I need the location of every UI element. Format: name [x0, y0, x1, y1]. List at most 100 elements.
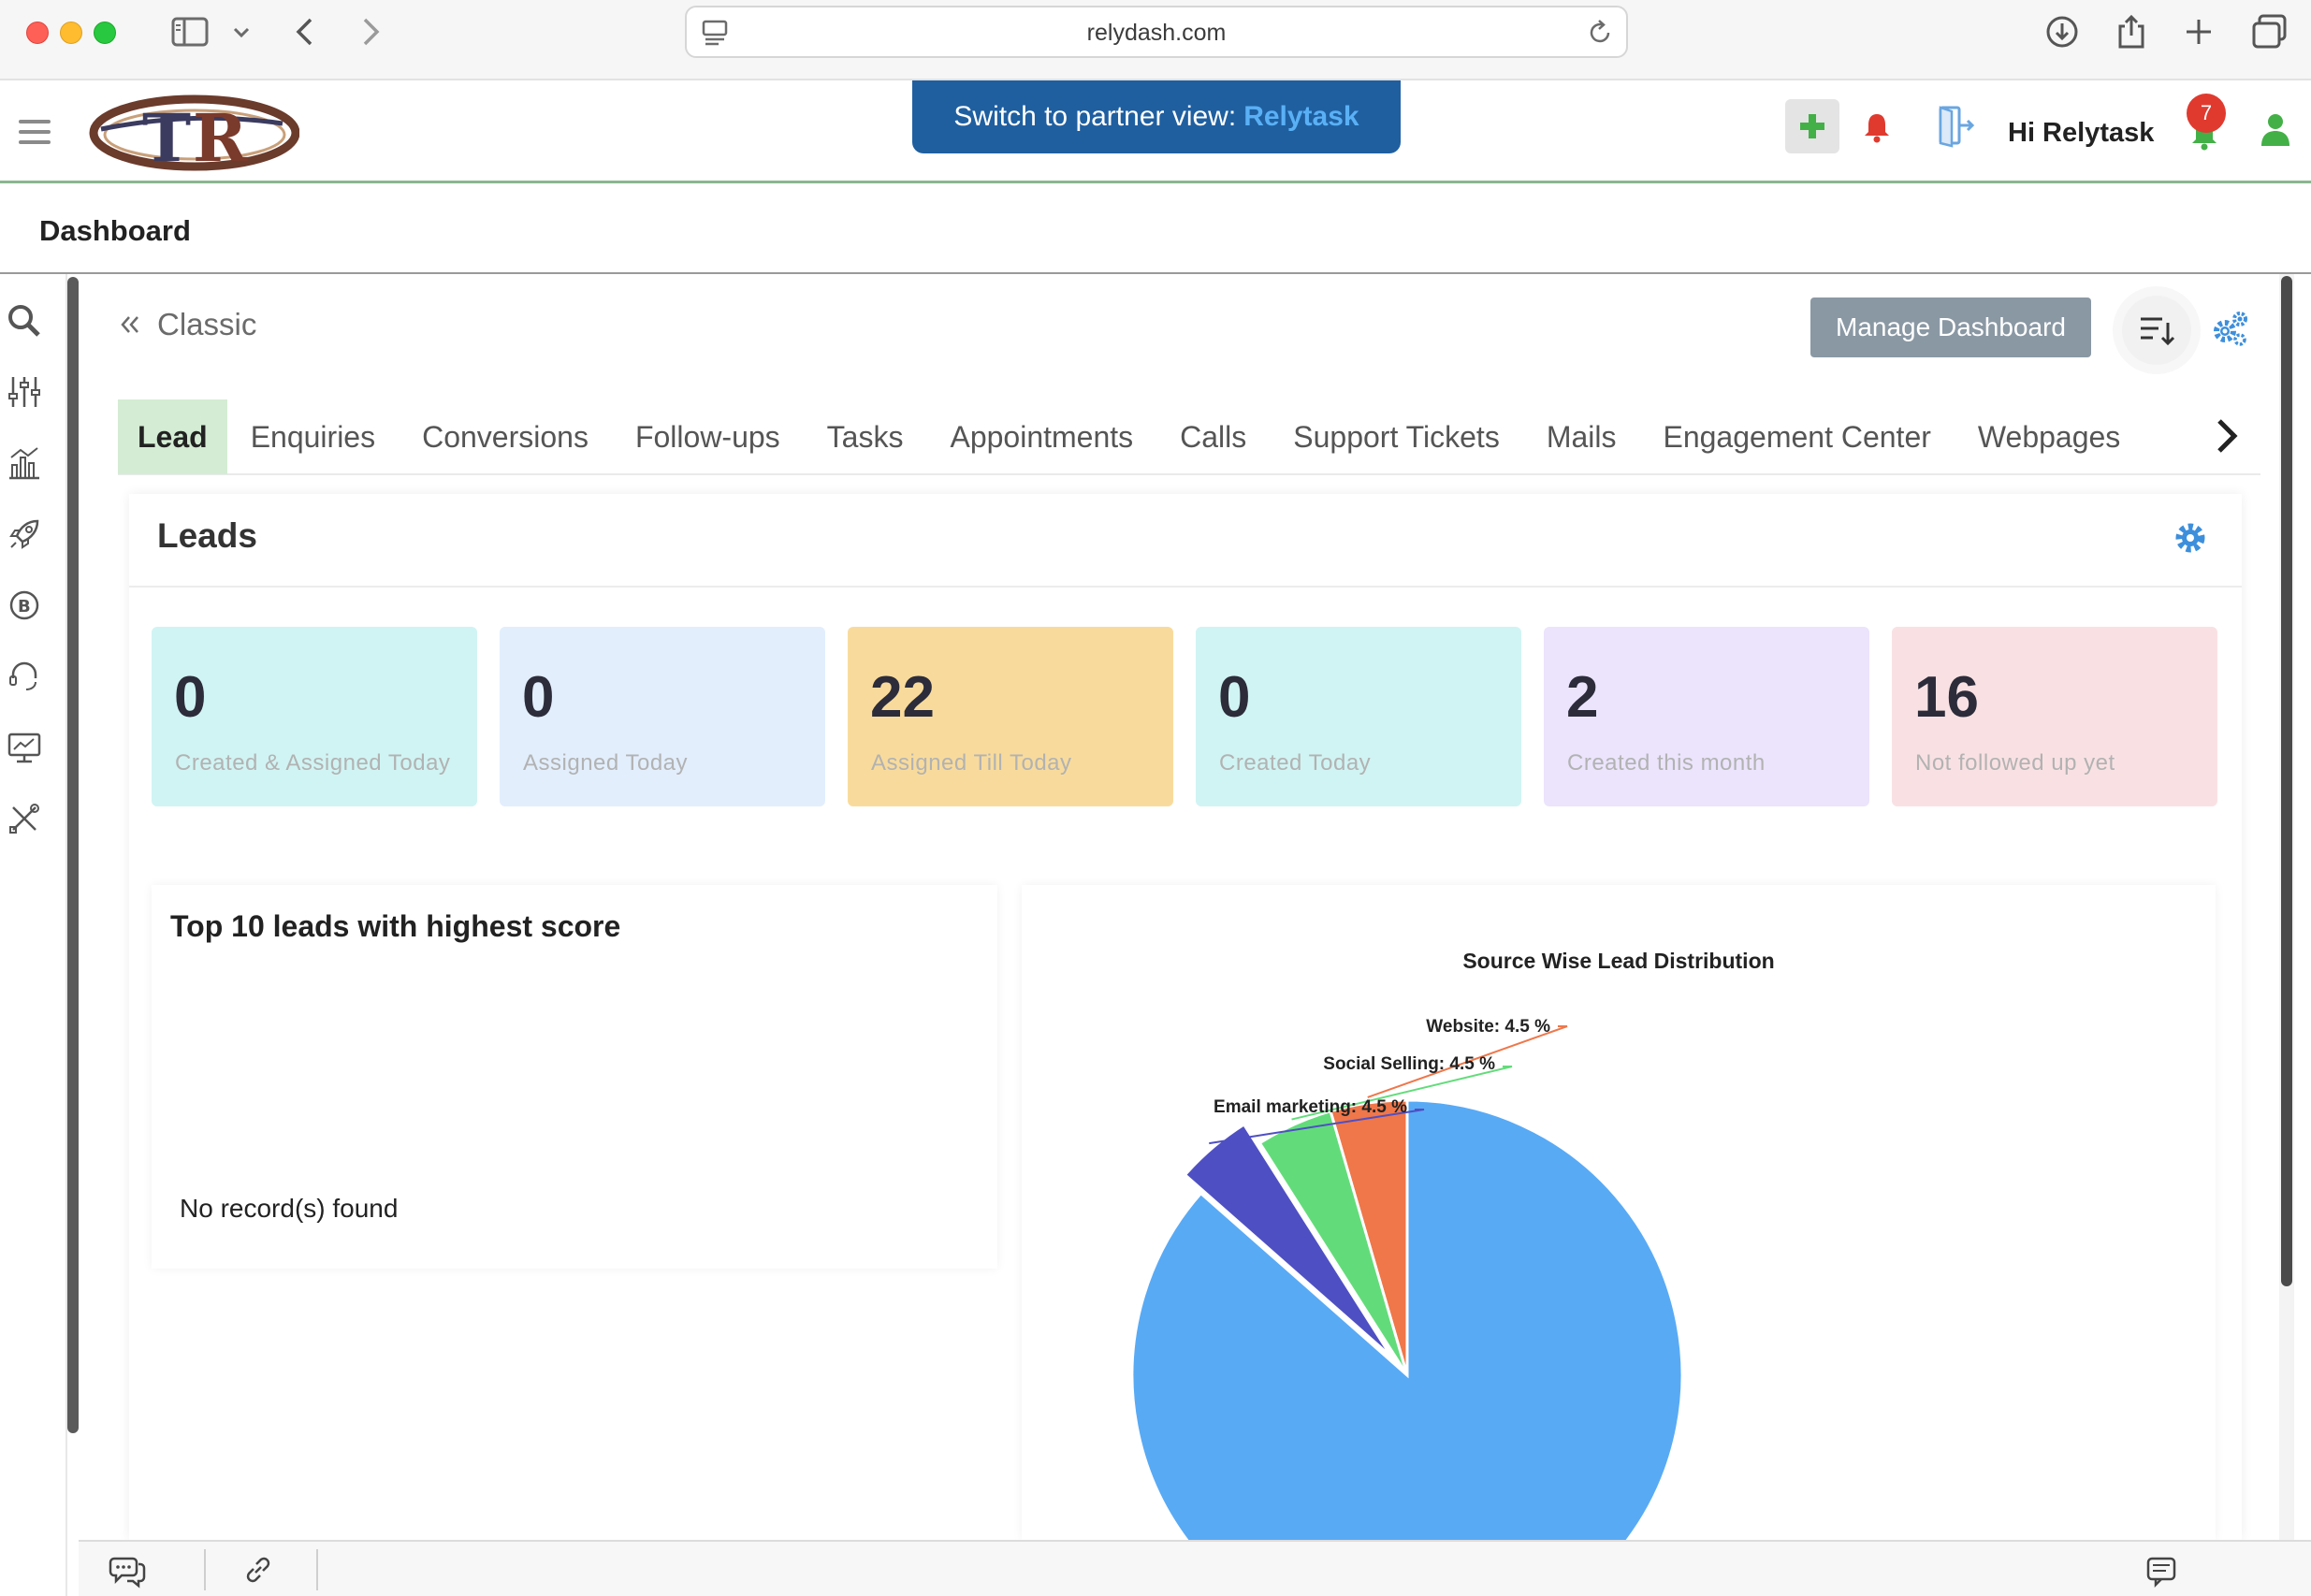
alert-bell-icon[interactable]: [1858, 109, 1896, 146]
tab-tasks[interactable]: Tasks: [826, 419, 904, 454]
double-chevron-left-icon: [121, 316, 138, 333]
site-settings-icon[interactable]: [700, 17, 730, 49]
rocket-icon[interactable]: [6, 515, 43, 553]
stat-value: 22: [870, 665, 935, 730]
partner-name: Relytask: [1243, 101, 1359, 132]
dashboard-tabs: Lead Enquiries Conversions Follow-ups Ta…: [118, 399, 2260, 475]
view-label: Classic: [157, 307, 257, 341]
tab-overview-icon[interactable]: [2251, 11, 2289, 52]
link-icon[interactable]: [240, 1551, 277, 1589]
tab-appointments[interactable]: Appointments: [950, 419, 1134, 454]
stat-value: 0: [522, 665, 555, 730]
sidebar-toggle-icon[interactable]: [170, 11, 210, 52]
pie-leader-line-1: [1291, 1066, 1513, 1121]
zoom-window-button[interactable]: [94, 22, 116, 44]
chevron-down-icon[interactable]: [230, 11, 253, 52]
pie-label-1: Social Selling: 4.5 %: [1323, 1054, 1495, 1074]
chevron-right-icon[interactable]: [2210, 415, 2244, 457]
download-icon[interactable]: [2043, 11, 2081, 52]
stat-not-followed-up[interactable]: 16 Not followed up yet: [1892, 627, 2217, 806]
pie-leader-line-2: [1367, 1025, 1568, 1098]
sort-icon: [2141, 317, 2175, 346]
stat-created-today[interactable]: 0 Created Today: [1196, 627, 1521, 806]
tab-mails[interactable]: Mails: [1546, 419, 1617, 454]
stat-created-this-month[interactable]: 2 Created this month: [1544, 627, 1869, 806]
tab-engagement-center[interactable]: Engagement Center: [1663, 419, 1931, 454]
stat-value: 0: [174, 665, 207, 730]
tab-follow-ups[interactable]: Follow-ups: [634, 419, 780, 454]
svg-text:R: R: [193, 99, 248, 176]
menu-icon[interactable]: [19, 120, 51, 144]
gears-icon[interactable]: [2210, 309, 2249, 348]
pie-slice-1[interactable]: [1257, 1109, 1409, 1376]
app-header: T R Switch to partner view: Relytask Hi …: [0, 80, 2311, 183]
plus-icon: [1800, 114, 1824, 138]
stat-value: 2: [1566, 665, 1599, 730]
leads-card-header: Leads: [129, 494, 2242, 588]
forward-icon[interactable]: [357, 11, 384, 52]
tab-calls[interactable]: Calls: [1180, 419, 1247, 454]
stat-label: Assigned Today: [523, 750, 689, 776]
new-tab-icon[interactable]: [2182, 11, 2216, 52]
tab-lead[interactable]: Lead: [118, 399, 227, 474]
tab-webpages[interactable]: Webpages: [1977, 419, 2121, 454]
pie-slice-0[interactable]: [1183, 1122, 1393, 1358]
settings-gear-icon[interactable]: [2173, 520, 2208, 556]
source-distribution-chart: Source Wise Lead Distribution Website: 4…: [1130, 949, 1775, 1540]
address-bar[interactable]: relydash.com: [685, 6, 1628, 58]
tab-support-tickets[interactable]: Support Tickets: [1293, 419, 1500, 454]
analytics-icon[interactable]: [6, 444, 43, 482]
toolbar-separator: [316, 1549, 318, 1590]
search-icon[interactable]: [6, 302, 43, 340]
monitor-chart-icon[interactable]: [6, 729, 43, 766]
feedback-icon[interactable]: [2143, 1551, 2180, 1589]
stat-label: Created this month: [1567, 750, 1766, 776]
sort-button[interactable]: [2122, 296, 2191, 365]
pie-label-0: Email marketing: 4.5 %: [1214, 1097, 1407, 1117]
view-switcher[interactable]: Classic: [120, 307, 256, 342]
top-leads-card: Top 10 leads with highest score No recor…: [152, 885, 997, 1269]
tab-enquiries[interactable]: Enquiries: [250, 419, 376, 454]
leads-title: Leads: [157, 516, 257, 555]
close-window-button[interactable]: [26, 22, 49, 44]
back-icon[interactable]: [292, 11, 318, 52]
bitcoin-icon[interactable]: B: [6, 587, 43, 624]
notification-badge: 7: [2187, 94, 2226, 133]
support-icon[interactable]: [6, 658, 43, 695]
top-leads-title: Top 10 leads with highest score: [170, 909, 621, 943]
minimize-window-button[interactable]: [60, 22, 82, 44]
stat-assigned-today[interactable]: 0 Assigned Today: [500, 627, 825, 806]
tools-icon[interactable]: [6, 800, 43, 837]
filters-icon[interactable]: [6, 373, 43, 411]
tab-conversions[interactable]: Conversions: [422, 419, 589, 454]
manage-dashboard-button[interactable]: Manage Dashboard: [1810, 297, 2091, 357]
stat-value: 16: [1914, 665, 1979, 730]
pie-slice-3[interactable]: [1130, 1098, 1684, 1540]
stat-label: Created Today: [1219, 750, 1372, 776]
reload-icon[interactable]: [1585, 17, 1615, 49]
stat-created-assigned-today[interactable]: 0 Created & Assigned Today: [152, 627, 477, 806]
share-icon[interactable]: [2115, 11, 2148, 52]
url-text: relydash.com: [1086, 20, 1227, 46]
stat-label: Assigned Till Today: [871, 750, 1072, 776]
stat-value: 0: [1218, 665, 1251, 730]
browser-toolbar: relydash.com: [0, 0, 2311, 80]
user-icon[interactable]: [2257, 110, 2294, 148]
chart-title: Source Wise Lead Distribution: [1462, 949, 1774, 973]
stat-assigned-till-today[interactable]: 22 Assigned Till Today: [848, 627, 1173, 806]
company-logo[interactable]: T R: [82, 92, 299, 176]
pie-label-2: Website: 4.5 %: [1426, 1017, 1550, 1037]
switch-partner-view-button[interactable]: Switch to partner view: Relytask: [912, 80, 1401, 153]
svg-text:B: B: [18, 597, 31, 617]
sidebar-scrollbar[interactable]: [67, 277, 79, 1433]
add-button[interactable]: [1785, 99, 1839, 153]
page-title-bar: Dashboard: [0, 186, 2311, 274]
stat-label: Created & Assigned Today: [175, 750, 451, 776]
svg-text:T: T: [142, 99, 191, 176]
chat-icon[interactable]: [109, 1551, 146, 1589]
stat-label: Not followed up yet: [1915, 750, 2115, 776]
exit-icon[interactable]: [1935, 103, 1976, 148]
partner-view-label: Switch to partner view:: [953, 101, 1237, 132]
page-scrollbar[interactable]: [2281, 276, 2292, 1286]
bottom-toolbar: [79, 1540, 2311, 1596]
